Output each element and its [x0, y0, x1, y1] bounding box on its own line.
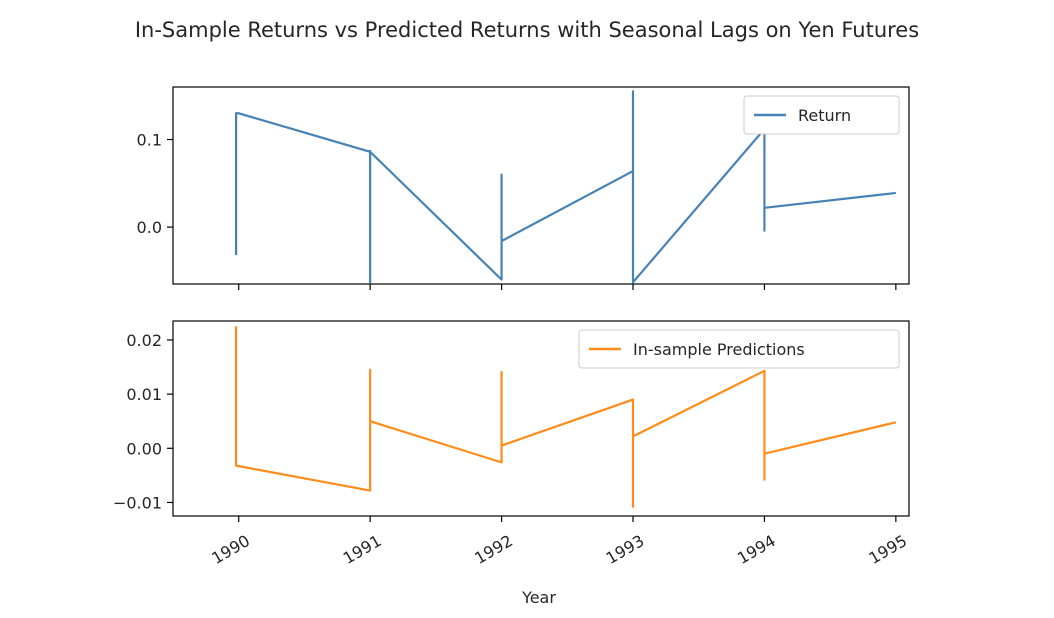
series-line-return — [234, 90, 896, 284]
y-tick-label: −0.01 — [113, 493, 162, 512]
y-tick-label: 0.1 — [137, 131, 162, 150]
legend: Return — [743, 95, 900, 135]
x-tick-label: 1994 — [734, 531, 779, 568]
predictions-subplot: −0.01 0.00 0.01 0.02 1990 1991 1992 1993 1994 199… — [113, 320, 910, 568]
y-tick-label: 0.00 — [126, 439, 162, 458]
x-tick-label: 1992 — [471, 531, 516, 568]
x-tick-label: 1990 — [208, 531, 253, 568]
series-line-in-sample-predictions — [234, 326, 897, 508]
legend-label: In-sample Predictions — [633, 340, 805, 359]
y-tick-label: 0.01 — [126, 385, 162, 404]
legend-label: Return — [798, 106, 851, 125]
legend: In-sample Predictions — [578, 329, 900, 369]
x-axis-label: Year — [521, 588, 556, 607]
x-tick-label: 1993 — [603, 531, 648, 568]
axes-frame — [172, 86, 910, 285]
y-tick-label: 0.02 — [126, 331, 162, 350]
y-tick-label: 0.0 — [137, 218, 162, 237]
chart-title: In-Sample Returns vs Predicted Returns w… — [134, 18, 920, 42]
axes-frame — [172, 320, 910, 517]
x-tick-label: 1991 — [340, 531, 385, 568]
x-tick-label: 1995 — [865, 531, 910, 568]
returns-subplot: 0.0 0.1 Return — [137, 86, 910, 290]
